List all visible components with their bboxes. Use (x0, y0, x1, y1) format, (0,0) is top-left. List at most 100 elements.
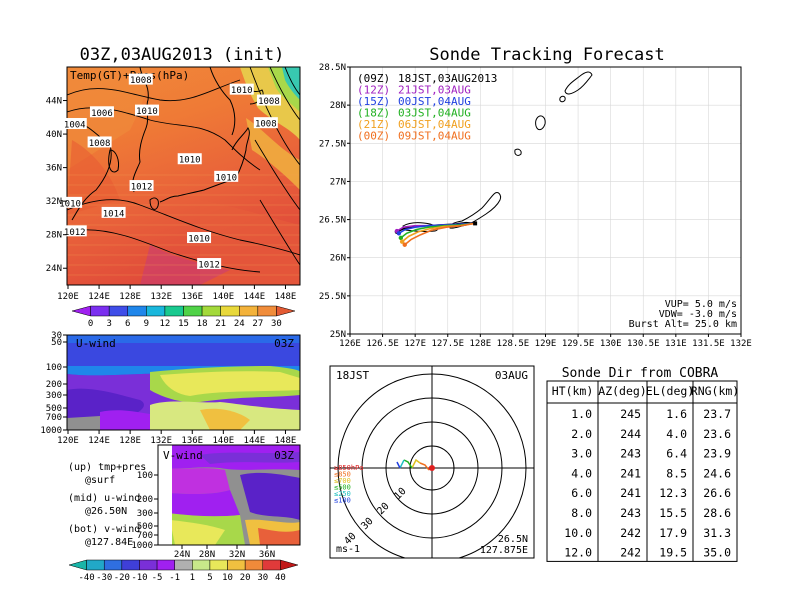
colorbar-swatch (220, 305, 240, 317)
uwind-y-tick: 700 (46, 413, 62, 423)
track-landing-point (399, 239, 405, 244)
colorbar-tick: 18 (197, 319, 208, 329)
colorbar-swatch (276, 305, 296, 317)
table-cell: 31.3 (703, 526, 731, 540)
wind-colorbar-swatch (192, 559, 211, 571)
polar-time: 18JST (336, 369, 369, 382)
table-cell: 17.9 (659, 526, 687, 540)
lat-tick-label: 32N (46, 197, 62, 207)
wind-colorbar-tick: 5 (207, 573, 212, 583)
wind-colorbar-tick: 20 (240, 573, 251, 583)
table-cell: 241 (620, 466, 641, 480)
wind-colorbar-tick: 30 (257, 573, 268, 583)
table-cell: 245 (620, 407, 641, 421)
lat-tick-label: 40N (46, 130, 62, 140)
legend-text: 09JST,04AUG (398, 130, 471, 143)
table-cell: 3.0 (571, 447, 592, 461)
colorbar-tick: 24 (234, 319, 245, 329)
colorbar-tick: 30 (271, 319, 282, 329)
table-cell: 6.4 (666, 447, 687, 461)
isobar-label: 1010 (59, 199, 81, 209)
table-cell: 1.0 (571, 407, 592, 421)
vwind-frame (157, 444, 301, 546)
track-x-tick: 130.5E (627, 339, 660, 349)
uwind-x-tick: 128E (119, 436, 141, 446)
wind-colorbar-swatch (86, 559, 105, 571)
colorbar-tick: 9 (144, 319, 149, 329)
wind-colorbar-swatch (280, 559, 299, 571)
launch-point (473, 221, 478, 226)
wind-colorbar-swatch (262, 559, 281, 571)
isobar-label-bg (253, 117, 278, 129)
isobar-label: 1012 (131, 183, 153, 193)
polar-rings (330, 366, 534, 558)
isobar-label: 1010 (179, 156, 201, 166)
colorbar-swatch (127, 305, 147, 317)
wind-colorbar-swatch (68, 559, 87, 571)
panel-notes: (up) tmp+pres @surf (mid) u-wind @26.50N… (68, 462, 146, 548)
track-y-tick: 25N (330, 330, 346, 340)
wind-colorbar-swatch (121, 559, 140, 571)
legend-text: 06JST,04AUG (398, 118, 471, 131)
lat-tick-label: 28N (46, 231, 62, 241)
track-x-tick: 126.5E (366, 339, 399, 349)
table-cell: 8.5 (666, 466, 687, 480)
isobar-label-bg (214, 170, 239, 182)
polar-level-label: ≥850hPa (334, 464, 364, 472)
note-up-line2: @surf (85, 475, 115, 486)
table-cell: 4.0 (571, 466, 592, 480)
note-bot-line1: (bot) v-wind (68, 524, 140, 535)
isobar-label: 1012 (198, 261, 220, 271)
wind-colorbar-tick: 40 (275, 573, 286, 583)
colorbar-swatch (108, 305, 128, 317)
isobar-label-bg (87, 136, 112, 148)
uwind-x-tick: 140E (212, 436, 234, 446)
vwind-y-tick: 200 (137, 495, 153, 505)
wind-colorbar-tick: -10 (131, 573, 147, 583)
isobar-label-bg (197, 258, 222, 270)
track-x-tick: 128E (469, 339, 491, 349)
uwind-y-tick: 300 (46, 391, 62, 401)
isobar-label: 1010 (136, 107, 158, 117)
vwind-x-tick: 24N (174, 550, 190, 560)
polar-level-label: ≤100 (334, 497, 351, 505)
legend-code: (15Z) (357, 95, 390, 108)
vwind-y-tick: 100 (137, 471, 153, 481)
uwind-x-tick: 124E (88, 436, 110, 446)
lon-tick-label: 128E (119, 292, 141, 302)
track-y-tick: 27N (330, 177, 346, 187)
table-cell: 26.6 (703, 486, 731, 500)
lon-tick-label: 124E (88, 292, 110, 302)
track-y-tick: 26N (330, 254, 346, 264)
isobar-label-bg (128, 73, 153, 85)
vwind-y-tick: 700 (137, 531, 153, 541)
table-cell: 243 (620, 447, 641, 461)
vwind-y-tick: 500 (137, 522, 153, 532)
table-cell: 242 (620, 526, 641, 540)
table-cell: 28.6 (703, 506, 731, 520)
vdw-text: VDW= -3.0 m/s (659, 309, 737, 320)
uwind-label: U-wind (76, 337, 116, 350)
colorbar-swatch (183, 305, 203, 317)
map-title: 03Z,03AUG2013 (init) (80, 45, 285, 65)
track-lon-axis: 126E 126.5E 127E 127.5E 128E 128.5E 129E 129.5E… (339, 334, 752, 349)
isobar-label-bg (129, 180, 154, 192)
lat-tick-label: 44N (46, 97, 62, 107)
table-cell: 4.0 (666, 427, 687, 441)
isobar-label: 1004 (64, 121, 86, 131)
isobar-label: 1008 (130, 76, 152, 86)
wind-colorbar-tick: 1 (190, 573, 195, 583)
colorbar-tick: 21 (215, 319, 226, 329)
vwind-time: 03Z (274, 449, 294, 462)
track-lines (394, 221, 478, 247)
table-header: RNG(km) (691, 384, 739, 398)
wind-colorbar-tick: -1 (169, 573, 180, 583)
colorbar-swatch (257, 305, 277, 317)
track-lat-axis: 28.5N 28N 27.5N 27N 26.5N 26N 25.5N 25N (319, 63, 350, 340)
table-title: Sonde Dir from COBRA (562, 366, 719, 381)
colorbar-swatch (164, 305, 184, 317)
legend-text: 21JST,03AUG (398, 84, 471, 97)
wind-colorbar-swatch (174, 559, 193, 571)
